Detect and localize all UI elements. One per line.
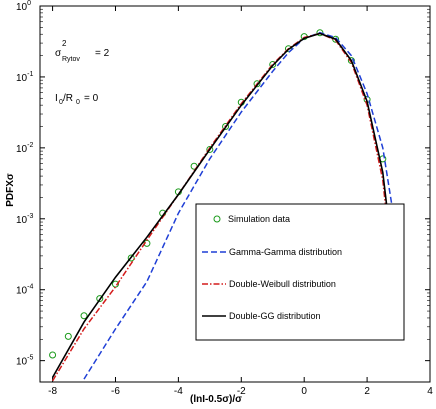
annotation-sigma-sup: 2 <box>62 39 67 48</box>
data-point <box>269 60 277 68</box>
axes-ticks <box>40 5 431 382</box>
y-tick-label: 10-2 <box>16 142 33 155</box>
annotation-ratio-i: I <box>55 93 58 104</box>
legend-entry-0-label: Simulation data <box>228 214 290 224</box>
data-point <box>206 145 214 153</box>
y-axis-title: PDFXσ <box>5 173 16 207</box>
data-point <box>80 312 88 320</box>
x-tick-label: -4 <box>174 386 183 397</box>
annotation-ratio-value: = 0 <box>84 93 99 104</box>
y-tick-label: 10-4 <box>16 284 33 297</box>
series-double-gg-distribution-line <box>51 32 400 378</box>
y-tick-label: 10-1 <box>16 71 33 84</box>
x-tick-label: -2 <box>237 386 246 397</box>
x-tick-label: 2 <box>364 386 370 397</box>
legend-entry-2-label: Double-Weibull distribution <box>229 279 336 289</box>
annotation-sigma-symbol: σ <box>55 48 62 59</box>
annotation-sigma-sub: Rytov <box>62 56 80 63</box>
data-point <box>222 123 230 131</box>
x-tick-label: 0 <box>301 386 307 397</box>
legend-entry-1-label: Gamma-Gamma distribution <box>229 247 342 257</box>
data-point <box>127 254 135 262</box>
data-point <box>64 332 72 340</box>
annotation-sigma-value: = 2 <box>95 48 110 59</box>
annotation-ratio: I 0 /R 0 = 0 <box>55 93 99 106</box>
x-tick-label: 4 <box>427 386 433 397</box>
y-tick-label: 100 <box>16 0 31 13</box>
x-tick-label: -6 <box>111 386 120 397</box>
x-tick-labels: -8 -6 -4 -2 0 2 4 <box>48 386 433 397</box>
annotation-ratio-r-sub: 0 <box>76 99 80 106</box>
legend: Simulation data Gamma-Gamma distribution D… <box>195 203 405 341</box>
legend-box <box>195 203 405 341</box>
annotation-ratio-i-sub: 0 <box>59 99 63 106</box>
y-tick-labels: 100 10-1 10-2 10-3 10-4 10-5 <box>16 0 33 368</box>
y-tick-label: 10-5 <box>16 355 33 368</box>
data-point <box>96 295 104 303</box>
data-point <box>49 351 57 359</box>
annotation-ratio-slash: /R <box>63 93 73 104</box>
legend-entry-3-label: Double-GG distribution <box>229 311 321 321</box>
legend-entry-0-marker <box>213 215 221 223</box>
x-axis-title: (lnI-0.5σ)/σ <box>190 394 242 405</box>
svg-text:σ: σ <box>55 48 62 59</box>
data-point <box>316 29 324 37</box>
y-tick-label: 10-3 <box>16 213 33 226</box>
data-point <box>253 80 261 88</box>
annotation-sigma: σ 2 Rytov = 2 <box>55 39 110 63</box>
x-tick-label: -8 <box>48 386 57 397</box>
